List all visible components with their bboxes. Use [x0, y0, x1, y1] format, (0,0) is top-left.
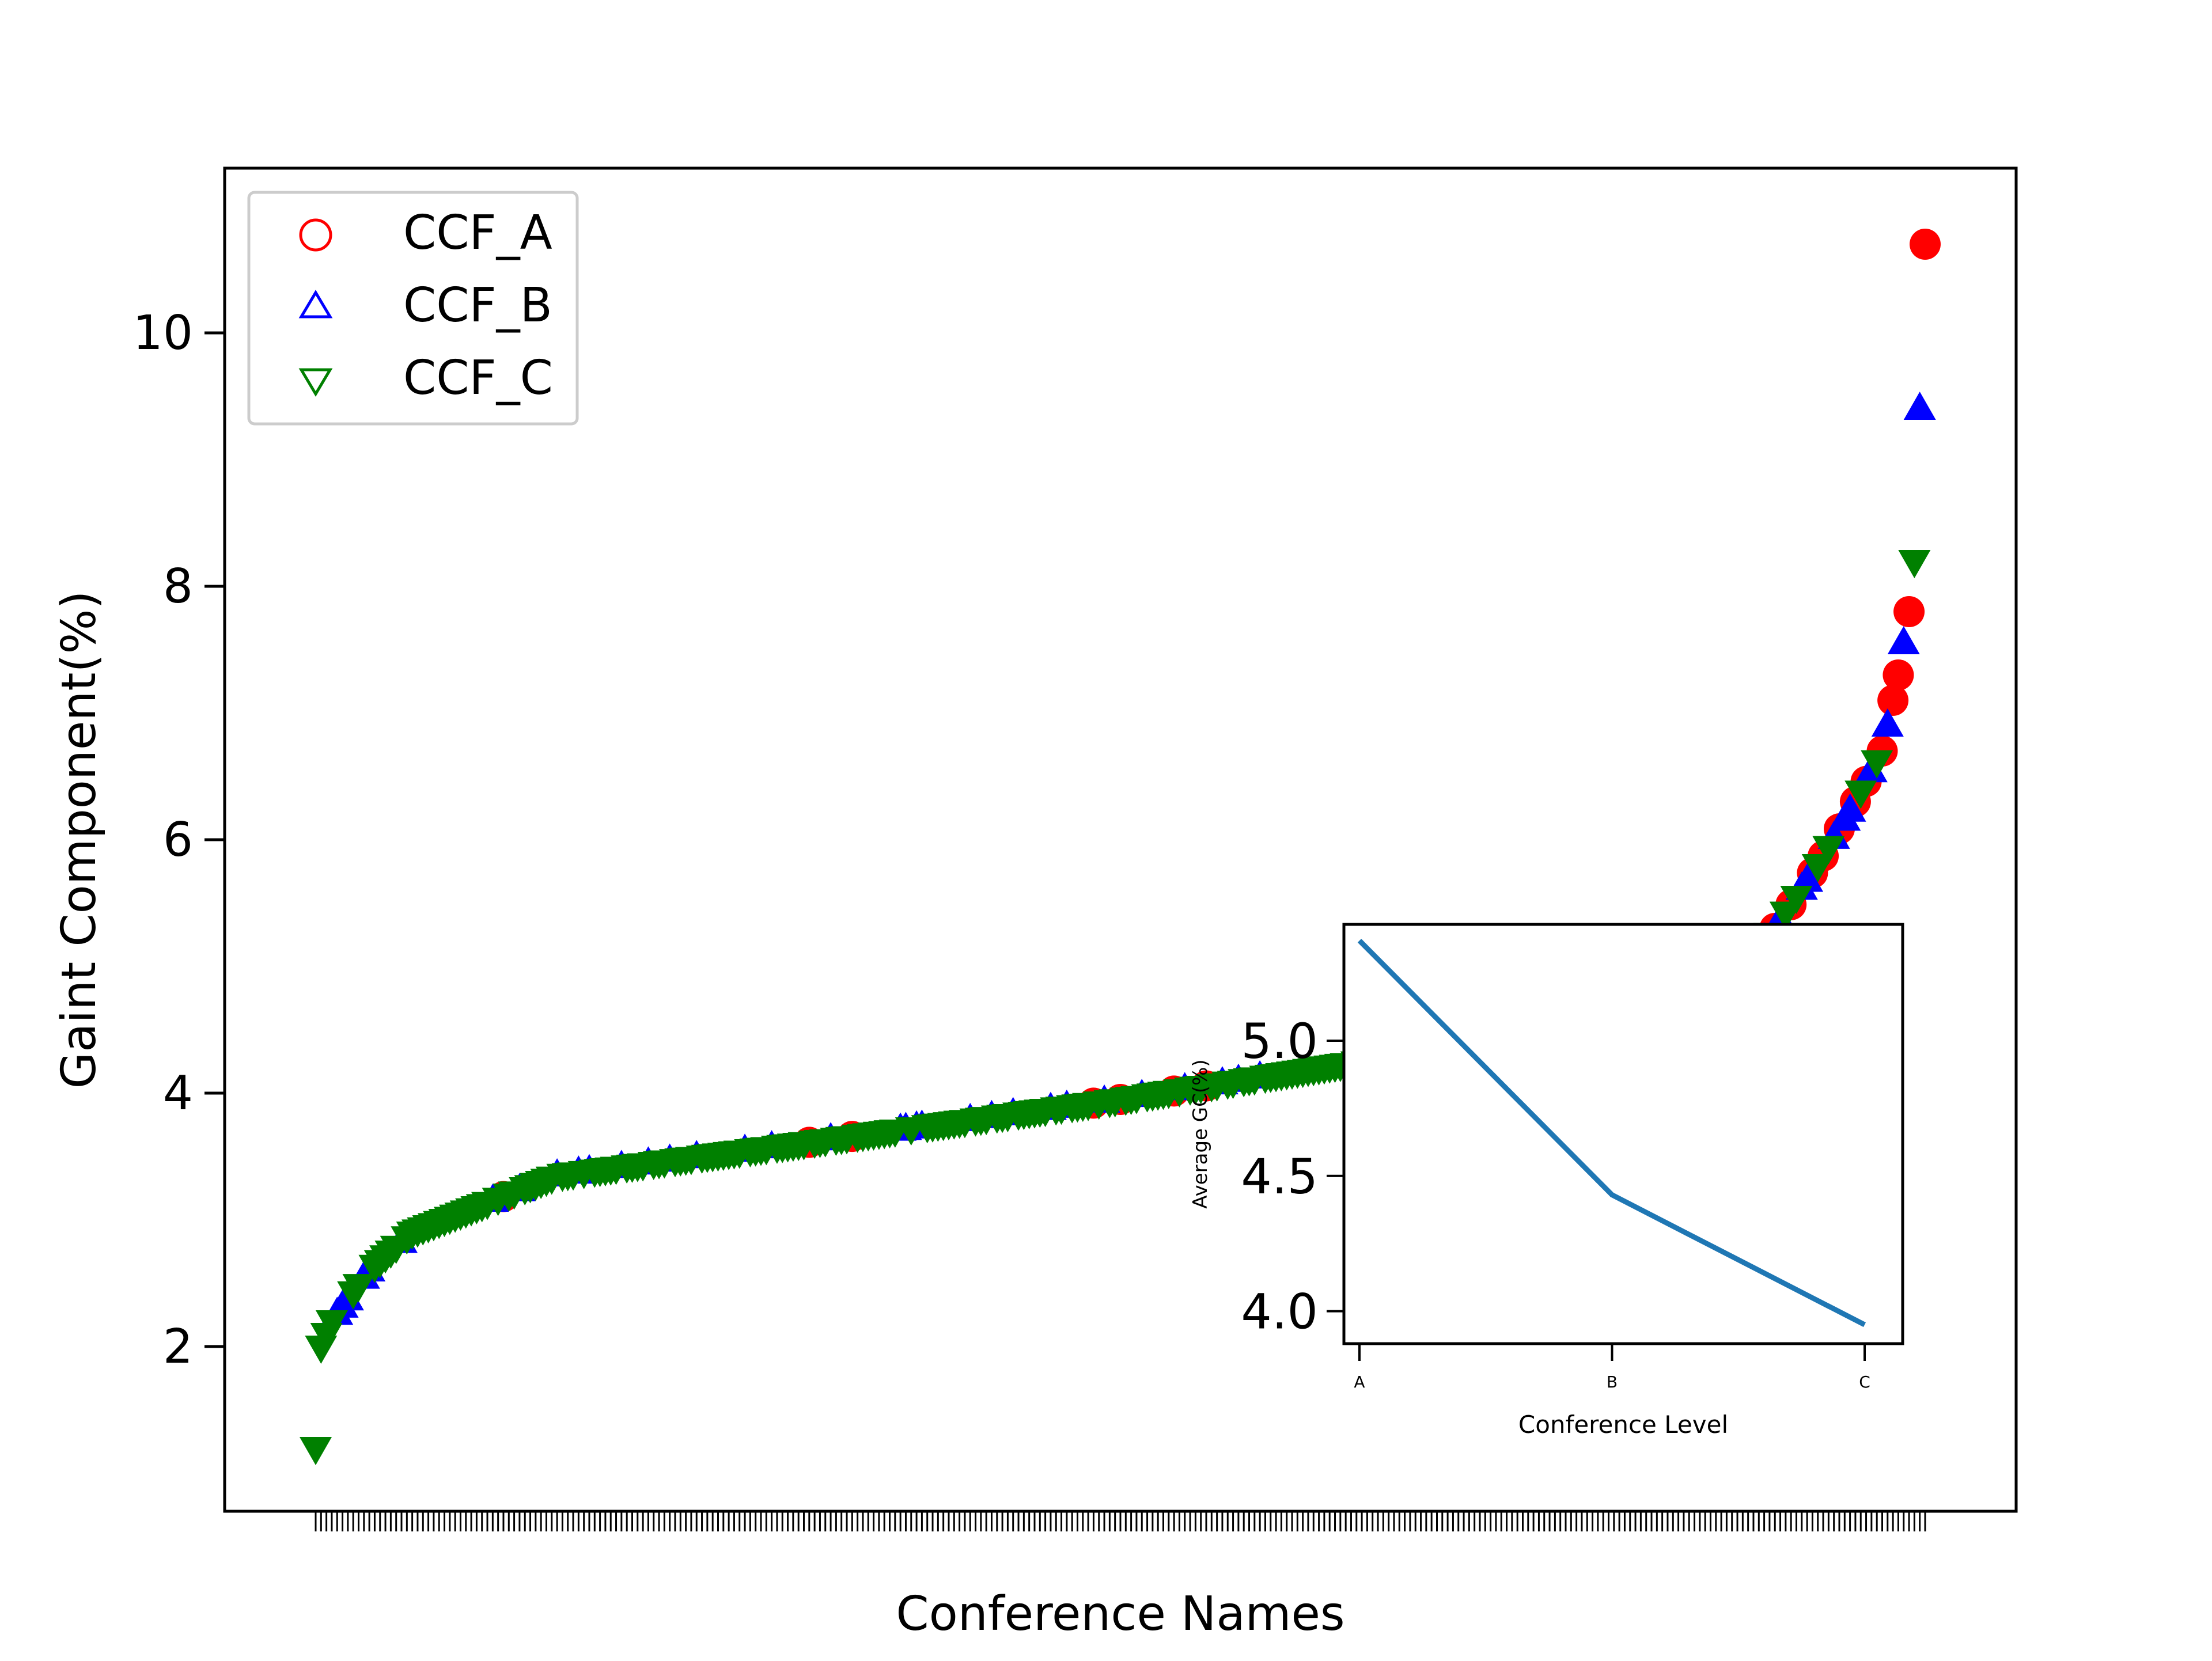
marker-ccf-b: [1791, 863, 1824, 892]
marker-ccf-b: [1903, 392, 1936, 420]
legend-entry-ccf-b: CCF_B: [298, 278, 552, 333]
inset-y-tick-label: 4.5: [1241, 1148, 1318, 1205]
legend-label-ccf-c: CCF_C: [403, 351, 553, 405]
inset-background: [1344, 924, 1903, 1344]
marker-ccf-b: [1887, 626, 1920, 654]
main-y-tick-label: 10: [133, 306, 193, 361]
inset-x-axis-label: Conference Level: [1518, 1410, 1728, 1439]
legend-box: [247, 191, 579, 426]
inset-y-tick-label: 4.0: [1241, 1284, 1318, 1340]
inset-chart: A B C 4.0 4.5 5.0 Conference Level Average G…: [1189, 923, 1904, 1439]
main-y-axis-label: Gaint Component(%): [52, 591, 107, 1089]
marker-ccf-b: [1834, 793, 1866, 822]
legend-entry-ccf-c: CCF_C: [298, 351, 553, 405]
inset-x-tick-label: C: [1859, 1372, 1870, 1391]
main-y-tick-label: 8: [163, 559, 193, 614]
legend-marker-ccf-a: [299, 218, 332, 252]
marker-ccf-c: [1844, 780, 1877, 809]
marker-ccf-c: [1812, 836, 1845, 864]
legend-marker-ccf-b: [298, 290, 333, 318]
main-y-tick-label: 4: [163, 1066, 193, 1121]
main-y-tick-label: 6: [163, 813, 193, 867]
marker-ccf-c: [1780, 886, 1813, 914]
legend-entry-ccf-a: CCF_A: [299, 206, 552, 260]
marker-ccf-c: [1898, 550, 1931, 578]
marker-ccf-c: [300, 1437, 332, 1465]
inset-y-axis-label: Average GC(%): [1189, 1059, 1212, 1208]
inset-x-ticks: A B C: [1354, 1344, 1870, 1391]
inset-line-series: [1357, 939, 1866, 1328]
marker-ccf-a: [1910, 229, 1941, 260]
inset-plot-frame: [1342, 923, 1904, 1345]
marker-ccf-a: [1877, 685, 1909, 716]
inset-x-tick-label: B: [1607, 1372, 1618, 1391]
marker-ccf-a: [1893, 596, 1925, 627]
marker-ccf-c: [1861, 750, 1893, 779]
main-y-ticks: 2 4 6 8 10: [133, 306, 225, 1374]
marker-ccf-b: [1871, 708, 1904, 737]
legend-label-ccf-a: CCF_A: [403, 206, 552, 260]
legend-marker-ccf-c: [298, 368, 333, 397]
marker-ccf-a: [1883, 659, 1914, 691]
main-plot-frame: [223, 166, 2018, 1513]
inset-y-ticks: 4.0 4.5 5.0: [1241, 1013, 1344, 1340]
inset-x-tick-label: A: [1354, 1372, 1365, 1391]
inset-y-tick-label: 5.0: [1241, 1013, 1318, 1070]
main-y-tick-label: 2: [163, 1319, 193, 1374]
legend: CCF_A CCF_B CCF_C: [247, 191, 579, 426]
main-x-axis-label: Conference Names: [896, 1587, 1344, 1641]
main-x-ticks: [315, 1511, 1926, 1531]
marker-ccf-c: [1801, 854, 1834, 882]
marker-ccf-c: [342, 1274, 375, 1303]
marker-ccf-c: [315, 1310, 348, 1338]
legend-label-ccf-b: CCF_B: [403, 278, 552, 333]
